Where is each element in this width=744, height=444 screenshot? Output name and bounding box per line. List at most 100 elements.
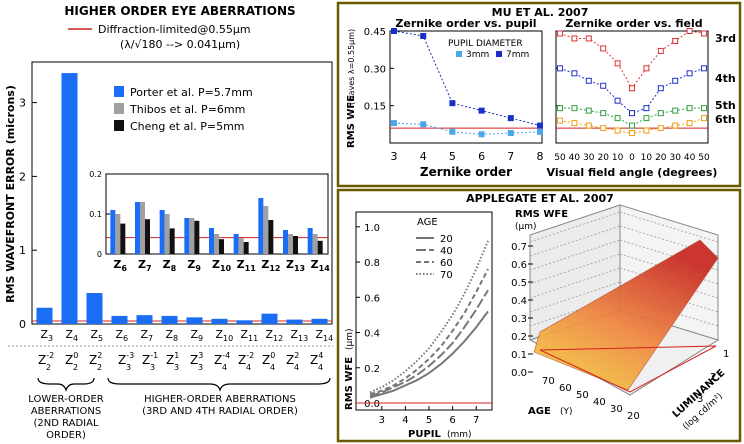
- inset-bar: [209, 228, 214, 254]
- zernike-sup: -1: [150, 351, 158, 360]
- surface-ztick-label: 0.6: [511, 260, 527, 271]
- pupil-xtick-label: 5: [426, 415, 432, 426]
- inset-xtick-sub: 7: [146, 264, 152, 273]
- mu-xlabel-right: Visual field angle (degrees): [547, 166, 718, 179]
- surface-age-tick: 60: [559, 383, 572, 394]
- zernike-symbol: Z0 2: [65, 351, 78, 372]
- zernike-symbol: Z3 3: [190, 351, 203, 372]
- main-xtick-label: Z3: [41, 328, 54, 343]
- mu-panel-border: [336, 1, 742, 188]
- main-yticks: 0 1 2 3: [19, 97, 37, 331]
- mu-legend-title: PUPIL DIAMETER: [448, 39, 523, 49]
- diffraction-note: (λ/√180 --> 0.041µm): [120, 38, 240, 51]
- mu-ytick-label: 0.15: [364, 102, 386, 113]
- main-xtick-sub: 9: [198, 334, 203, 343]
- higher-order-brace: [107, 377, 331, 392]
- main-xlabels: Z3 Z4 Z5 Z6 Z7 Z8 Z9 Z10 Z11 Z12 Z13 Z14: [41, 328, 334, 343]
- mu-left-xtick: 4: [420, 150, 427, 163]
- mu-right-point: [686, 28, 693, 34]
- mu-right-xtick: 50: [698, 153, 710, 163]
- mu-left-xtick: 5: [449, 150, 456, 163]
- pupil-ytick-label: 1.0: [364, 223, 380, 234]
- mu-right-point: [614, 127, 621, 134]
- zernike-sup: 3: [198, 351, 203, 360]
- mu-left-xtick: 6: [478, 150, 485, 163]
- mu-right-xtick: 20: [655, 153, 667, 163]
- mu-right-point: [629, 85, 635, 92]
- mu-right-xtick: 30: [669, 153, 681, 163]
- mu-right-point: [643, 115, 650, 122]
- surface-ztick-label: 0.1: [511, 350, 527, 361]
- main-xtick-label: Z12: [266, 328, 284, 343]
- main-bar: [136, 315, 153, 324]
- main-bar: [286, 319, 303, 324]
- mu-right-point: [585, 122, 592, 129]
- main-xtick-label: Z6: [116, 328, 129, 343]
- inset-xtick-sub: 6: [121, 264, 127, 273]
- inset-xtick-sub: 14: [319, 264, 331, 273]
- inset-bar: [233, 234, 239, 254]
- pupil-ytick-label: 0.4: [364, 329, 380, 340]
- main-xtick-label: Z11: [241, 328, 259, 343]
- order-label-6th: 6th: [715, 113, 736, 126]
- mu-right-xtick: 40: [569, 153, 581, 163]
- surface-age-tick: 70: [542, 376, 555, 387]
- mu-left-point: [478, 131, 485, 138]
- age-legend-title: AGE: [417, 217, 438, 228]
- mu-left-point: [537, 128, 543, 135]
- mu-left-point: [507, 115, 514, 122]
- inset-xtick-sub: 13: [294, 264, 305, 273]
- mu-right-point: [557, 117, 563, 124]
- inset-bar: [317, 240, 323, 254]
- surface-age-axis-units: (Y): [560, 407, 573, 417]
- surface-ztick-label: 0.0: [511, 368, 527, 379]
- surface-lum-tick: 1: [723, 349, 729, 360]
- lower-order-brace: [37, 377, 95, 392]
- surface-mesh: [533, 239, 719, 391]
- pupil-ytick-label: 0.0: [364, 399, 380, 410]
- mu-left-point: [449, 128, 456, 135]
- mu-ytick-label: 0.30: [364, 64, 386, 75]
- zernike-sub: 4: [246, 363, 251, 372]
- zernike-symbol: Z-3 3: [118, 351, 134, 372]
- mu-right-point: [686, 120, 693, 127]
- diffraction-label: Diffraction-limited@0.55µm: [98, 23, 251, 36]
- inset-xtick-label: Z12: [261, 258, 280, 273]
- main-bar: [111, 315, 128, 324]
- main-ytick-label: 3: [19, 97, 26, 110]
- zernike-sup: 1: [174, 351, 179, 360]
- surface-grid-line: [619, 267, 719, 299]
- mu-left-frame: [389, 30, 543, 144]
- mu-right-line-3rd: [559, 30, 705, 90]
- mu-legend-swatch-7mm: [496, 51, 502, 57]
- main-xtick-sub: 7: [148, 334, 153, 343]
- mu-right-point: [600, 82, 607, 89]
- pupil-xtick-label: 6: [449, 415, 455, 426]
- mu-right-point: [585, 35, 592, 42]
- zernike-symbol: Z-4 4: [214, 351, 230, 372]
- order-label-3rd: 3rd: [715, 32, 736, 45]
- mu-right-point: [629, 110, 635, 117]
- mu-right-point: [571, 120, 578, 127]
- pupil-ytick-label: 0.8: [364, 258, 380, 269]
- age-legend-label: 20: [440, 234, 453, 245]
- zernike-sup: 0: [270, 351, 275, 360]
- inset-bar: [159, 210, 165, 254]
- zernike-symbol: Z-1 3: [142, 351, 158, 372]
- zernike-symbol: Z-2 2: [38, 351, 54, 372]
- zernike-sup: 2: [294, 351, 299, 360]
- mu-legend-3mm: 3mm: [466, 50, 489, 60]
- higher-order-line-2: (3RD AND 4TH RADIAL ORDER): [142, 406, 298, 417]
- mu-left-point: [391, 28, 397, 34]
- mu-right-xtick: 10: [612, 153, 624, 163]
- inset-xtick-label: Z6: [113, 258, 127, 273]
- order-label-4th: 4th: [715, 72, 736, 85]
- mu-right-point: [557, 105, 563, 112]
- main-xtick-sub: 12: [273, 334, 283, 343]
- main-xtick-label: Z9: [191, 328, 204, 343]
- inset-bar: [283, 230, 288, 254]
- inset-bar: [243, 242, 249, 254]
- zernike-sub: 4: [222, 363, 227, 372]
- mu-right-point: [614, 97, 621, 104]
- main-xtick-sub: 4: [73, 334, 78, 343]
